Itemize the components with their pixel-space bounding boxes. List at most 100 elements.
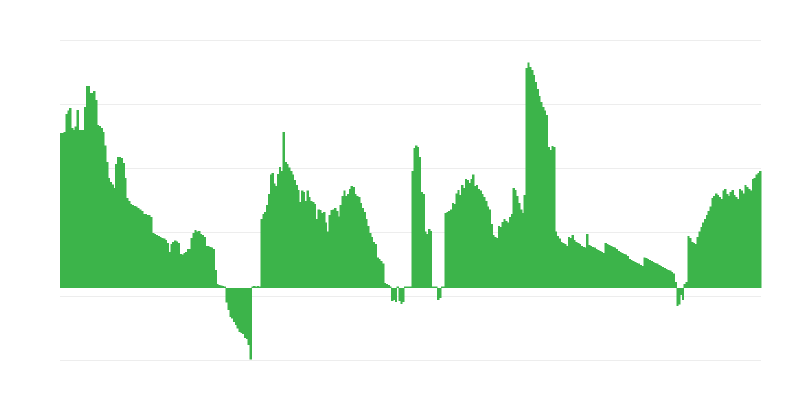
bar — [179, 254, 182, 288]
bar — [602, 252, 606, 288]
bar — [527, 62, 530, 288]
bar — [580, 245, 583, 288]
bar — [113, 188, 116, 288]
bar — [396, 286, 399, 288]
bar — [611, 247, 615, 288]
bar — [67, 110, 70, 288]
bar — [150, 216, 153, 288]
bar — [109, 181, 112, 288]
bar — [199, 234, 203, 288]
bar — [554, 231, 558, 288]
bar — [531, 69, 534, 288]
bar — [102, 131, 105, 288]
bar — [639, 264, 642, 288]
bar — [619, 252, 622, 288]
bar — [711, 197, 714, 288]
bar — [350, 186, 353, 288]
bar — [166, 243, 169, 288]
bar — [588, 245, 591, 288]
bar — [667, 270, 670, 288]
bar — [139, 209, 142, 288]
bar — [523, 195, 526, 288]
bar — [691, 241, 694, 288]
bar — [437, 288, 440, 301]
bar — [626, 256, 629, 288]
bar — [416, 147, 420, 288]
bar — [683, 284, 687, 288]
bar — [284, 161, 287, 288]
bar — [267, 193, 271, 288]
bar — [210, 247, 214, 288]
bar — [227, 288, 230, 310]
bar — [659, 266, 663, 288]
bar — [172, 241, 175, 288]
bar — [128, 200, 131, 288]
bar — [409, 286, 412, 288]
bar — [420, 192, 423, 288]
bar — [475, 184, 479, 288]
bar — [705, 215, 709, 288]
bar — [352, 186, 355, 288]
bar — [374, 243, 377, 288]
bar — [429, 231, 433, 288]
bar — [637, 263, 641, 288]
bar — [451, 202, 455, 288]
bar — [370, 236, 374, 288]
bar — [258, 286, 261, 288]
bar — [282, 131, 285, 288]
bar — [185, 252, 188, 288]
bar — [729, 192, 733, 288]
bar — [188, 248, 192, 288]
bar — [115, 163, 118, 288]
bar — [205, 245, 208, 288]
bar — [538, 96, 541, 288]
bar — [674, 282, 677, 288]
bar — [621, 252, 624, 288]
bar — [492, 234, 495, 288]
bar — [707, 211, 710, 288]
bar — [632, 261, 635, 288]
bar — [306, 190, 309, 288]
bar — [277, 174, 280, 288]
bar — [514, 190, 517, 288]
bar — [245, 288, 249, 340]
bar — [155, 234, 158, 288]
bar — [335, 211, 339, 288]
bar — [369, 232, 372, 288]
bar — [69, 108, 72, 288]
bar — [299, 202, 302, 288]
bar — [521, 213, 525, 288]
bar — [321, 213, 324, 288]
bar — [117, 156, 120, 288]
bar — [755, 174, 758, 288]
bar — [431, 286, 434, 288]
bar — [186, 248, 190, 288]
bar — [236, 288, 239, 329]
bar — [727, 195, 731, 288]
bar — [479, 190, 482, 288]
bar — [635, 263, 639, 288]
bar — [264, 211, 267, 288]
bar — [129, 204, 133, 288]
bar — [80, 129, 83, 288]
bar — [168, 252, 171, 288]
bar — [630, 259, 633, 288]
bar — [72, 129, 76, 288]
bar — [100, 128, 103, 288]
bar — [330, 209, 333, 288]
bar — [214, 270, 217, 288]
bar — [643, 257, 646, 288]
bar — [93, 90, 96, 288]
bar — [343, 190, 346, 288]
bar — [617, 250, 620, 288]
bar — [220, 285, 223, 288]
bar — [313, 204, 317, 288]
bar — [381, 263, 385, 288]
bar — [606, 243, 609, 288]
bar — [549, 149, 552, 288]
bar — [365, 218, 368, 288]
bar — [646, 259, 650, 288]
bar — [174, 240, 177, 288]
bar — [207, 245, 210, 288]
